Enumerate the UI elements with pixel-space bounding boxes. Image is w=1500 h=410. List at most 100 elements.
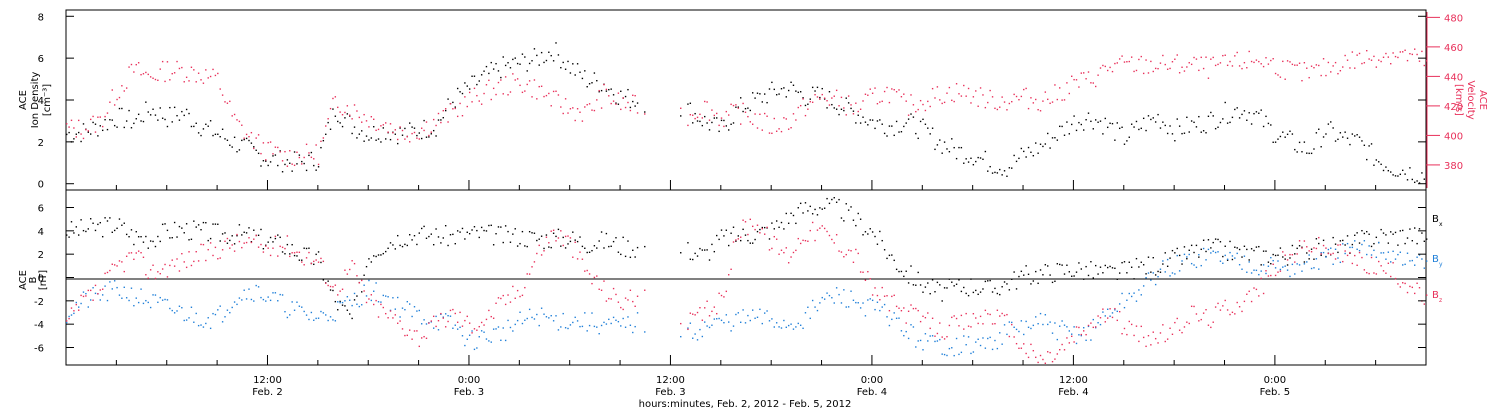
by-point — [488, 340, 490, 342]
bx-point — [706, 249, 708, 251]
bx-point — [742, 228, 744, 231]
velocity-point — [1265, 57, 1267, 59]
top-left-ylabel-line2: Ion Density — [30, 72, 41, 129]
bz-point — [279, 245, 281, 248]
bz-point — [1409, 285, 1411, 288]
ion-density-point — [915, 132, 917, 135]
velocity-point — [999, 106, 1001, 108]
bx-point — [231, 235, 233, 237]
bz-point — [910, 304, 912, 306]
bx-point — [867, 233, 869, 235]
ion-density-point — [325, 133, 327, 136]
bz-point — [70, 307, 73, 309]
velocity-point — [428, 134, 430, 137]
bx-point — [118, 218, 121, 220]
by-point — [718, 317, 720, 320]
top-left-ytick-label: 8 — [38, 12, 44, 23]
velocity-point — [1207, 77, 1210, 79]
by-point — [749, 319, 751, 322]
ion-density-point — [955, 157, 958, 160]
velocity-point — [845, 114, 847, 116]
bz-point — [982, 323, 984, 325]
velocity-point — [531, 96, 533, 98]
velocity-point — [581, 120, 584, 122]
velocity-point — [1183, 70, 1186, 72]
ion-density-point — [432, 129, 435, 132]
ion-density-point — [634, 105, 636, 107]
velocity-point — [958, 93, 960, 95]
bz-point — [629, 289, 632, 291]
ion-density-point — [1265, 115, 1267, 118]
bz-point — [536, 252, 538, 255]
by-point — [879, 309, 881, 312]
velocity-point — [718, 124, 720, 127]
ion-density-point — [1171, 133, 1174, 135]
velocity-point — [1291, 63, 1294, 66]
by-point — [219, 305, 221, 307]
velocity-point — [1342, 66, 1344, 68]
bx-point — [1174, 252, 1176, 254]
bz-point — [979, 315, 982, 318]
x-tick-time-label: 12:00 — [253, 375, 282, 386]
ion-density-point — [1303, 141, 1306, 143]
bx-point — [337, 309, 339, 311]
velocity-point — [99, 116, 101, 118]
bottom-ytick-label: -4 — [34, 320, 44, 331]
velocity-point — [284, 150, 286, 153]
bx-point — [1318, 242, 1320, 245]
ion-density-point — [540, 51, 543, 54]
by-point — [1013, 326, 1015, 328]
bz-point — [113, 264, 116, 266]
velocity-point — [279, 151, 281, 153]
bx-point — [915, 284, 917, 286]
ion-density-point — [471, 75, 473, 77]
bx-point — [1106, 266, 1109, 269]
by-point — [133, 304, 135, 307]
bz-point — [919, 320, 922, 323]
bx-point — [195, 226, 197, 228]
bx-point — [1308, 258, 1310, 260]
bz-point — [1423, 303, 1426, 305]
ion-density-point — [756, 92, 759, 94]
bx-point — [749, 242, 751, 244]
velocity-point — [1044, 91, 1047, 93]
ion-density-point — [1322, 136, 1325, 138]
bx-point — [768, 238, 771, 240]
velocity-point — [1416, 53, 1418, 56]
bx-point — [1011, 278, 1013, 280]
by-point — [953, 354, 955, 357]
velocity-point — [524, 90, 526, 92]
by-point — [262, 298, 265, 301]
bx-point — [277, 234, 279, 236]
by-point — [540, 307, 543, 309]
bz-point — [1351, 262, 1354, 265]
by-point — [1351, 246, 1354, 249]
bx-point — [1222, 255, 1224, 258]
ion-density-point — [1423, 178, 1426, 180]
ion-density-point — [1332, 127, 1334, 129]
legend-bz: B z — [1432, 290, 1442, 304]
bx-point — [1270, 262, 1272, 265]
bx-point — [1399, 230, 1402, 232]
by-point — [408, 303, 411, 305]
velocity-point — [632, 94, 634, 97]
ion-density-point — [843, 109, 845, 112]
by-point — [1380, 252, 1382, 254]
velocity-point — [1222, 54, 1224, 57]
ion-density-point — [183, 114, 185, 117]
bx-point — [1059, 263, 1061, 266]
bx-point — [476, 229, 478, 232]
by-point — [370, 299, 373, 302]
bx-point — [452, 233, 454, 236]
velocity-point — [404, 138, 406, 140]
ion-density-point — [1118, 127, 1121, 130]
bx-point — [233, 243, 236, 245]
by-point — [66, 321, 68, 324]
velocity-point — [1116, 62, 1118, 64]
bx-point — [1390, 231, 1392, 233]
ion-density-point — [1023, 150, 1025, 153]
by-point — [826, 292, 828, 294]
by-point — [1109, 315, 1111, 317]
ion-density-point — [1133, 126, 1135, 128]
ion-density-point — [1308, 152, 1310, 155]
